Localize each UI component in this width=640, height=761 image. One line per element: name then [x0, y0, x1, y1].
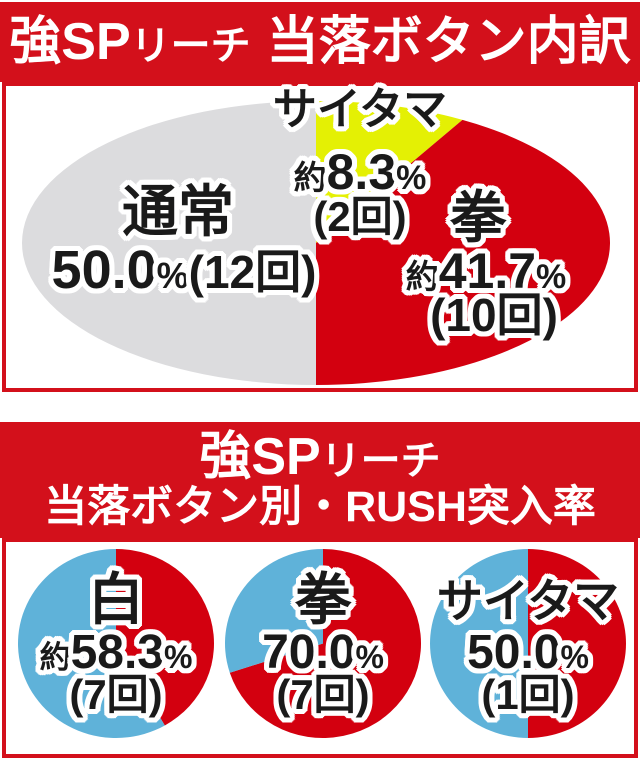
- rush-rate-pie-saitama: [430, 549, 626, 738]
- pie-slice: [528, 549, 626, 738]
- percent-sign: %: [560, 639, 589, 675]
- section2-title-rest: 当落ボタン別・RUSH突入率: [44, 482, 596, 531]
- button-label-white: 白: [88, 568, 144, 631]
- pie-slice: [116, 549, 214, 726]
- rush-rate-pie-white: [18, 549, 214, 738]
- percent-number: 70.0: [262, 626, 356, 679]
- slice-count-fist: (10回): [430, 289, 558, 341]
- percent-number: 50.0: [467, 626, 561, 679]
- section1-title-rest: 当落ボタン内訳: [266, 12, 631, 71]
- percent-number: 41.7: [438, 243, 537, 299]
- pie-slice: [22, 101, 317, 385]
- pie-slice: [225, 549, 323, 673]
- section2-title-main: 強SP: [199, 428, 321, 486]
- section2-title-line1: 強SP リーチ: [199, 430, 440, 485]
- count-label-saitama: (1回): [481, 671, 575, 718]
- approx-prefix: 約: [39, 640, 71, 675]
- slice-label-fist: 拳: [450, 186, 506, 249]
- section1-title-main: 強SP: [9, 12, 131, 71]
- pie-slice: [18, 549, 165, 738]
- section1-banner: 強SP リーチ 当落ボタン内訳: [0, 2, 640, 82]
- section1-title: 強SP リーチ 当落ボタン内訳: [9, 15, 630, 70]
- slice-rate-normal: 50.0%(12回): [52, 242, 317, 312]
- slice-count-normal: (12回): [188, 246, 317, 298]
- rush-rate-saitama: 50.0%: [467, 628, 589, 689]
- button-label-saitama: サイタマ: [436, 575, 620, 627]
- percent-number: 58.3: [70, 626, 164, 679]
- rush-rate-pie-fist: [225, 549, 421, 738]
- percent-sign: %: [536, 258, 567, 296]
- percent-sign: %: [156, 255, 189, 296]
- section1-title-sub: リーチ: [130, 23, 251, 68]
- pie-slice: [316, 119, 610, 385]
- percent-number: 8.3: [326, 144, 397, 200]
- rush-rate-fist: 70.0%: [262, 628, 384, 689]
- slice-count-saitama: (2回): [313, 193, 407, 240]
- slice-rate-fist: 約41.7%: [406, 244, 567, 311]
- slice-label-normal: 通常: [122, 180, 234, 243]
- pie-slice: [316, 101, 463, 243]
- section2-title-sub: リーチ: [320, 439, 441, 483]
- approx-prefix: 約: [405, 258, 439, 295]
- rush-rate-white: 約58.3%: [40, 628, 193, 689]
- percent-sign: %: [355, 639, 384, 675]
- section2-title-line2: 当落ボタン別・RUSH突入率: [44, 482, 596, 531]
- percent-sign: %: [163, 639, 193, 675]
- slice-rate-saitama: 約8.3%: [294, 146, 427, 211]
- percent-sign: %: [396, 159, 427, 197]
- pie-slice: [430, 549, 528, 738]
- breakdown-pie-chart: [22, 101, 610, 385]
- percent-number: 50.0: [51, 240, 157, 300]
- pie-slice: [229, 549, 421, 738]
- count-label-white: (7回): [69, 671, 163, 718]
- approx-prefix: 約: [293, 159, 327, 196]
- count-label-fist: (7回): [276, 671, 370, 718]
- button-label-fist: 拳: [295, 568, 351, 631]
- slice-label-saitama: サイタマ: [272, 85, 448, 134]
- section2-banner: 強SP リーチ 当落ボタン別・RUSH突入率: [0, 422, 640, 538]
